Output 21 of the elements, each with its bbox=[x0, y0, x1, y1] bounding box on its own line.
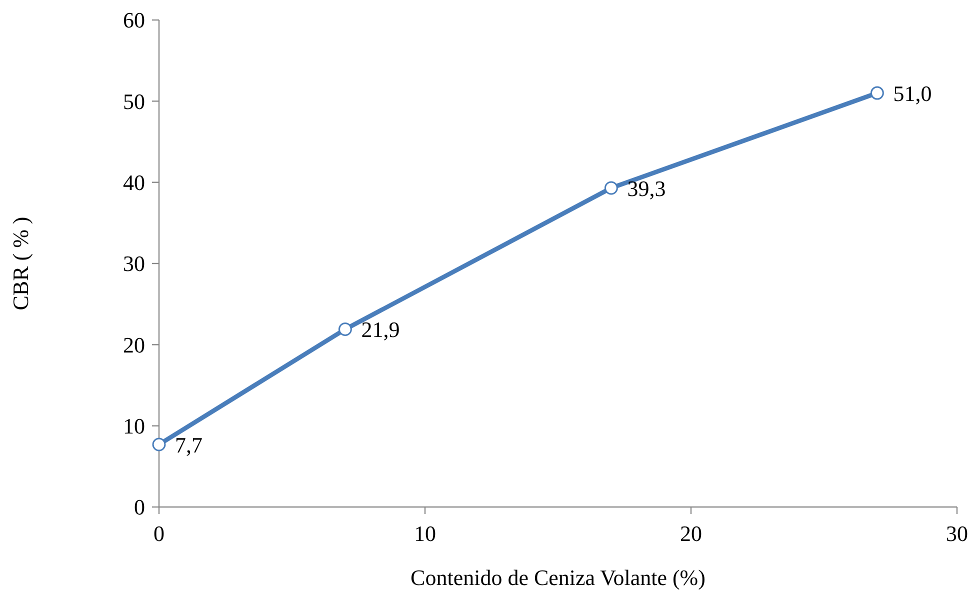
x-tick-label: 20 bbox=[680, 521, 702, 546]
point bbox=[604, 181, 618, 195]
x-tick-label: 30 bbox=[946, 521, 968, 546]
y-tick-label: 60 bbox=[123, 8, 145, 33]
y-tick-label: 40 bbox=[123, 170, 145, 196]
x-tick-label: 0 bbox=[154, 521, 164, 546]
y-tick-label: 30 bbox=[123, 251, 145, 276]
point bbox=[870, 86, 884, 100]
data-label: 51,0 bbox=[893, 81, 932, 106]
y-tick-label: 10 bbox=[123, 414, 145, 439]
data-label: 21,9 bbox=[361, 317, 400, 342]
y-axis-title: CBR ( % ) bbox=[8, 216, 33, 310]
point bbox=[152, 438, 166, 452]
y-tick-label: 0 bbox=[134, 494, 145, 520]
y-tick-label: 50 bbox=[123, 88, 145, 114]
x-axis-title: Contenido de Ceniza Volante (%) bbox=[410, 565, 706, 590]
point bbox=[338, 322, 352, 336]
data-label: 39,3 bbox=[627, 176, 666, 202]
x-tick-label: 10 bbox=[414, 521, 436, 546]
data-label: 7,7 bbox=[175, 432, 202, 458]
y-tick-label: 20 bbox=[123, 332, 145, 358]
